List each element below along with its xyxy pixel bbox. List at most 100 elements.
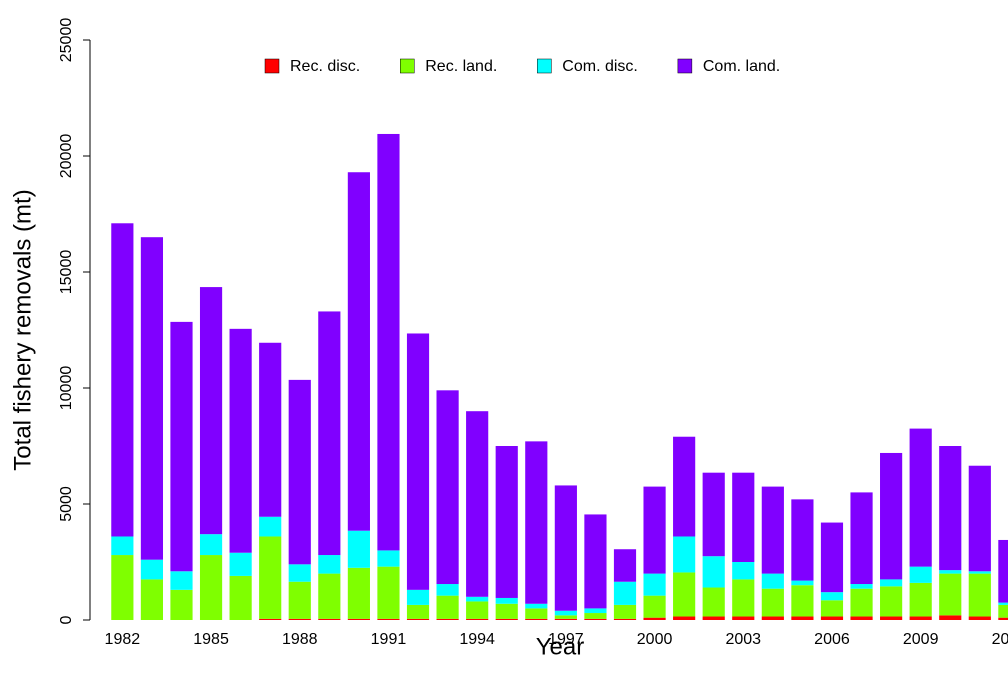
x-tick-label: 1982 (105, 631, 141, 648)
bar-segment (613, 618, 637, 620)
bar-segment (998, 617, 1008, 620)
bar-segment (880, 616, 903, 620)
bar-segment (525, 603, 548, 609)
bar-segment (850, 584, 873, 589)
x-tick-label: 2009 (903, 631, 939, 648)
x-tick-label: 2006 (814, 631, 850, 648)
legend-swatch (264, 58, 280, 74)
bar-segment (495, 597, 518, 604)
bar-segment (229, 552, 252, 576)
bar-segment (909, 582, 932, 617)
bar-segment (288, 564, 311, 582)
bar-segment (199, 534, 223, 556)
bar-segment (732, 562, 755, 580)
bar-segment (466, 596, 489, 602)
bar-segment (347, 530, 370, 568)
bar-segment (140, 559, 164, 580)
bar-segment (791, 580, 814, 586)
y-tick-label: 0 (58, 615, 75, 624)
bar-segment (318, 311, 341, 556)
bar-segment (791, 616, 814, 620)
bar-segment (732, 616, 755, 620)
y-tick-label: 10000 (58, 366, 75, 411)
y-tick-label: 15000 (58, 250, 75, 295)
legend-label: Rec. disc. (290, 58, 360, 75)
legend-swatch (400, 58, 415, 74)
bar-segment (170, 571, 193, 590)
bar-segment (850, 492, 873, 585)
bar-segment (998, 539, 1008, 603)
bar-segment (318, 618, 341, 620)
bar-segment (199, 287, 223, 535)
x-tick-label: 1988 (282, 631, 318, 648)
y-axis-title: Total fishery removals (mt) (9, 189, 36, 470)
bar-segment (968, 465, 991, 572)
bar-segment (259, 516, 282, 537)
bar-segment (466, 411, 489, 597)
bar-segment (820, 616, 844, 620)
bar-segment (820, 522, 844, 593)
bar-segment (643, 573, 666, 596)
bar-segment (939, 570, 962, 574)
bar-segment (406, 618, 430, 620)
bar-segment (436, 595, 459, 619)
bar-segment (643, 486, 666, 574)
bar-segment (111, 536, 134, 556)
bar-segment (820, 592, 844, 601)
bar-segment (525, 618, 548, 620)
bar-segment (229, 575, 252, 620)
legend-swatch (537, 58, 552, 74)
bar-segment (613, 549, 637, 582)
y-tick-label: 25000 (58, 18, 75, 63)
bar-segment (584, 613, 607, 619)
bar-segment (347, 567, 370, 619)
bar-segment (702, 616, 725, 620)
bar-segment (259, 342, 282, 517)
bar-segment (732, 579, 755, 617)
bar-segment (377, 133, 400, 551)
bar-segment (111, 223, 134, 537)
bar-segment (820, 600, 844, 617)
bar-segment (436, 618, 459, 620)
bar-segment (939, 573, 962, 616)
bar-segment (554, 618, 577, 620)
legend-label: Com. land. (703, 58, 780, 75)
bar-segment (998, 604, 1008, 618)
bar-segment (554, 610, 577, 616)
bar-segment (998, 602, 1008, 605)
bar-segment (880, 579, 903, 587)
bar-segment (761, 588, 784, 617)
bar-segment (702, 587, 725, 617)
legend-label: Rec. land. (425, 58, 497, 75)
bar-segment (673, 572, 696, 617)
bar-segment (406, 589, 430, 605)
bar-segment (377, 550, 400, 567)
bar-segment (318, 573, 341, 619)
y-tick-label: 20000 (58, 134, 75, 179)
bar-segment (880, 586, 903, 617)
bar-segment (673, 536, 696, 573)
bar-segment (613, 581, 637, 605)
y-tick-label: 5000 (58, 486, 75, 522)
bar-segment (140, 579, 164, 620)
bar-segment (702, 556, 725, 588)
bar-segment (466, 601, 489, 619)
bar-segment (377, 566, 400, 619)
bar-segment (347, 172, 370, 531)
bar-segment (968, 571, 991, 574)
bar-segment (288, 379, 311, 565)
bar-segment (761, 486, 784, 574)
bar-segment (880, 452, 903, 580)
bar-segment (850, 588, 873, 617)
bar-segment (554, 485, 577, 611)
legend-swatch (677, 58, 693, 74)
bar-segment (584, 618, 607, 620)
x-tick-label: 2012 (992, 631, 1008, 648)
bar-segment (850, 616, 873, 620)
bar-segment (436, 584, 459, 596)
bar-segment (584, 514, 607, 609)
x-axis-title: Year (536, 633, 585, 660)
bar-segment (968, 573, 991, 617)
bar-segment (140, 237, 164, 560)
